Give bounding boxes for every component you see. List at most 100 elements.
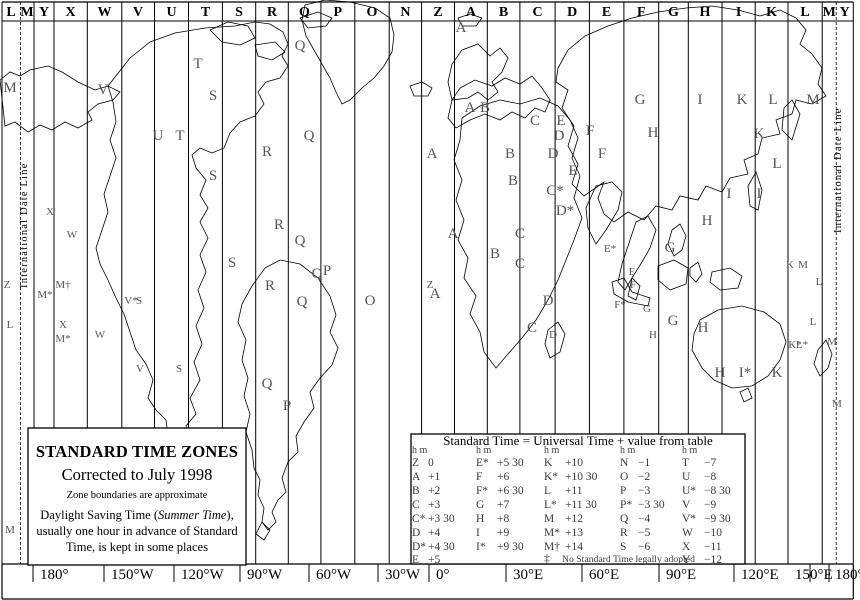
svg-text:L: L bbox=[772, 156, 781, 172]
svg-text:V*: V* bbox=[124, 295, 137, 307]
svg-text:I: I bbox=[476, 527, 480, 539]
svg-text:H: H bbox=[648, 125, 659, 141]
svg-text:+6 30: +6 30 bbox=[497, 485, 524, 497]
svg-text:U: U bbox=[682, 471, 691, 483]
svg-text:F: F bbox=[476, 471, 482, 483]
svg-text:B: B bbox=[505, 146, 515, 162]
svg-text:150°E: 150°E bbox=[795, 567, 833, 583]
svg-text:H: H bbox=[700, 5, 711, 20]
svg-text:L: L bbox=[768, 92, 777, 108]
svg-text:B: B bbox=[499, 5, 508, 20]
svg-text:G: G bbox=[668, 313, 679, 329]
svg-text:M: M bbox=[3, 80, 16, 96]
svg-text:B: B bbox=[412, 485, 420, 497]
svg-text:G: G bbox=[668, 5, 679, 20]
svg-text:G: G bbox=[635, 92, 646, 108]
svg-text:h m: h m bbox=[476, 445, 492, 456]
svg-text:Time, is kept in some places: Time, is kept in some places bbox=[66, 540, 208, 554]
svg-text:C: C bbox=[515, 256, 525, 272]
svg-text:A: A bbox=[465, 100, 476, 116]
svg-text:International Date Line: International Date Line bbox=[833, 107, 844, 233]
svg-text:30°W: 30°W bbox=[385, 567, 421, 583]
svg-text:X: X bbox=[65, 5, 75, 20]
svg-text:−4: −4 bbox=[638, 513, 650, 525]
svg-text:B: B bbox=[508, 173, 518, 189]
svg-text:M: M bbox=[832, 398, 842, 410]
svg-text:H: H bbox=[649, 329, 657, 341]
svg-text:A: A bbox=[448, 226, 459, 242]
svg-text:K: K bbox=[772, 365, 783, 381]
svg-text:F: F bbox=[598, 146, 606, 162]
svg-text:+14: +14 bbox=[565, 541, 583, 553]
svg-text:P: P bbox=[283, 398, 291, 414]
svg-text:H: H bbox=[702, 213, 713, 229]
svg-text:W: W bbox=[95, 329, 106, 341]
svg-text:M: M bbox=[5, 524, 15, 536]
svg-text:−7: −7 bbox=[704, 457, 716, 469]
svg-text:K*: K* bbox=[544, 471, 558, 483]
svg-text:+4 30: +4 30 bbox=[428, 541, 455, 553]
svg-text:L*: L* bbox=[796, 339, 808, 351]
svg-text:M: M bbox=[544, 513, 554, 525]
svg-text:F: F bbox=[630, 279, 636, 291]
svg-text:International Date Line: International Date Line bbox=[19, 162, 30, 288]
svg-text:+3: +3 bbox=[428, 499, 440, 511]
svg-text:V: V bbox=[136, 363, 144, 375]
svg-text:E: E bbox=[556, 113, 565, 129]
svg-text:E*: E* bbox=[476, 457, 489, 469]
svg-text:O: O bbox=[620, 471, 628, 483]
svg-text:I: I bbox=[757, 186, 762, 202]
svg-text:+13: +13 bbox=[565, 527, 583, 539]
svg-text:−6: −6 bbox=[638, 541, 650, 553]
svg-text:V: V bbox=[133, 5, 143, 20]
svg-text:D: D bbox=[548, 146, 559, 162]
svg-text:Z: Z bbox=[433, 5, 442, 20]
svg-text:Q: Q bbox=[262, 376, 273, 392]
svg-text:+5: +5 bbox=[428, 554, 440, 566]
svg-text:K: K bbox=[786, 259, 794, 271]
svg-text:Zone boundaries are approximat: Zone boundaries are approximate bbox=[67, 490, 208, 501]
svg-text:L: L bbox=[7, 319, 14, 331]
svg-text:D: D bbox=[412, 527, 420, 539]
svg-text:F*: F* bbox=[476, 485, 488, 497]
svg-text:30°E: 30°E bbox=[513, 567, 543, 583]
svg-text:+1: +1 bbox=[428, 471, 440, 483]
svg-text:+5 30: +5 30 bbox=[497, 457, 524, 469]
svg-text:Z: Z bbox=[412, 457, 419, 469]
svg-text:G: G bbox=[476, 499, 484, 511]
svg-text:E: E bbox=[568, 163, 577, 179]
svg-text:S: S bbox=[620, 541, 626, 553]
svg-text:+12: +12 bbox=[565, 513, 583, 525]
svg-text:−9: −9 bbox=[704, 499, 716, 511]
svg-text:D: D bbox=[543, 293, 554, 309]
svg-text:C: C bbox=[530, 113, 540, 129]
svg-text:S: S bbox=[209, 88, 217, 104]
svg-text:‡: ‡ bbox=[544, 553, 550, 565]
svg-text:K: K bbox=[544, 457, 553, 469]
svg-text:T: T bbox=[175, 128, 184, 144]
svg-text:+8: +8 bbox=[497, 513, 509, 525]
svg-text:A: A bbox=[430, 286, 441, 302]
svg-text:h m: h m bbox=[620, 445, 636, 456]
svg-text:Q: Q bbox=[312, 266, 323, 282]
svg-text:+7: +7 bbox=[497, 499, 509, 511]
svg-text:T: T bbox=[682, 457, 689, 469]
svg-text:−2: −2 bbox=[638, 471, 650, 483]
svg-text:P*: P* bbox=[620, 499, 632, 511]
svg-text:K: K bbox=[754, 126, 765, 142]
svg-text:150°W: 150°W bbox=[111, 567, 154, 583]
svg-text:A: A bbox=[412, 471, 421, 483]
svg-text:−12: −12 bbox=[704, 554, 722, 566]
svg-text:F*: F* bbox=[614, 299, 626, 311]
svg-text:L: L bbox=[810, 316, 817, 328]
svg-text:K: K bbox=[737, 92, 748, 108]
svg-text:Y: Y bbox=[840, 5, 850, 20]
svg-text:L: L bbox=[544, 485, 551, 497]
svg-text:+9 30: +9 30 bbox=[497, 541, 524, 553]
svg-text:I: I bbox=[736, 5, 741, 20]
svg-text:h m: h m bbox=[412, 445, 428, 456]
svg-text:D: D bbox=[567, 5, 577, 20]
svg-text:C: C bbox=[532, 5, 542, 20]
svg-text:0: 0 bbox=[428, 457, 434, 469]
svg-text:120°W: 120°W bbox=[181, 567, 224, 583]
